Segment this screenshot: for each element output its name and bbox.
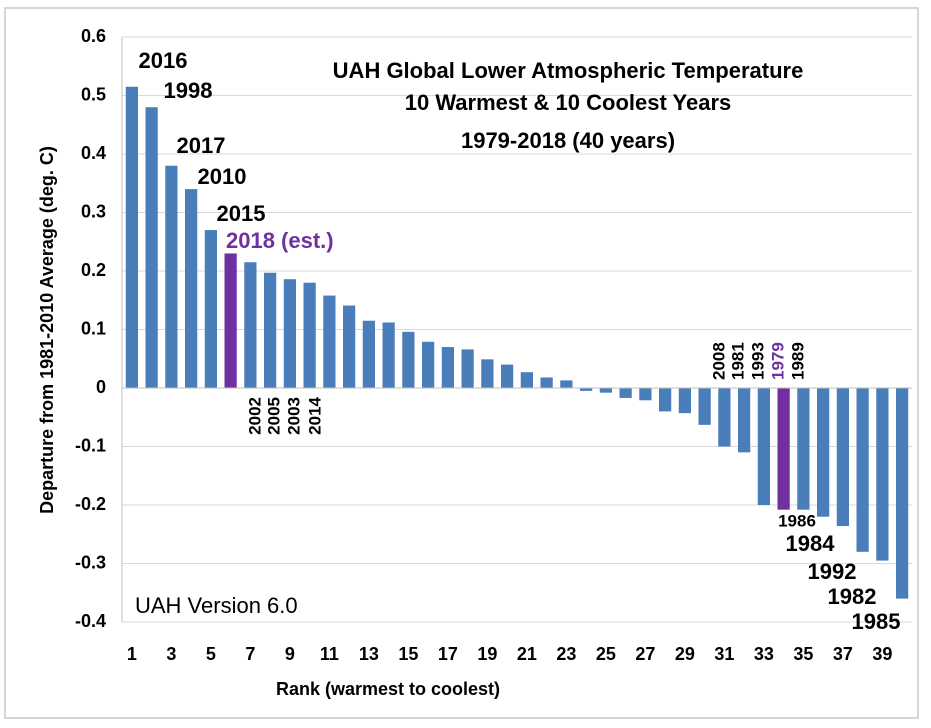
chart-title: 1979-2018 (40 years) — [461, 128, 675, 153]
y-tick-label: -0.4 — [75, 611, 106, 631]
x-tick-label: 35 — [793, 644, 813, 664]
bar — [402, 331, 415, 388]
bar — [619, 388, 632, 398]
x-tick-label: 13 — [359, 644, 379, 664]
x-tick-label: 11 — [320, 644, 339, 664]
bar — [797, 388, 810, 510]
y-tick-label: 0.1 — [81, 318, 106, 338]
annotation: 1989 — [788, 342, 807, 380]
bar — [422, 341, 435, 388]
bar — [244, 262, 257, 388]
bar — [896, 388, 909, 599]
annotation: 1984 — [786, 531, 836, 556]
y-tick-label: 0.6 — [81, 26, 106, 46]
bar — [738, 388, 751, 453]
bar — [303, 282, 316, 388]
y-tick-label: 0.4 — [81, 143, 106, 163]
y-tick-label: -0.2 — [75, 494, 106, 514]
bar — [757, 388, 770, 505]
bar — [283, 279, 296, 388]
bar — [817, 388, 830, 517]
bar — [501, 364, 514, 388]
bar — [382, 322, 395, 388]
bar — [580, 388, 593, 391]
annotation: 2017 — [177, 133, 226, 158]
bar — [145, 107, 158, 388]
y-tick-label: 0.5 — [81, 84, 106, 104]
bar — [520, 372, 533, 388]
bar — [165, 165, 178, 388]
annotation: 2016 — [139, 48, 188, 73]
bar — [185, 189, 198, 388]
bar — [540, 377, 553, 388]
x-tick-label: 15 — [398, 644, 418, 664]
annotation: 2003 — [284, 397, 303, 435]
x-tick-label: 17 — [438, 644, 458, 664]
x-tick-label: 25 — [596, 644, 616, 664]
annotation: 2008 — [709, 342, 728, 380]
x-tick-label: 5 — [206, 644, 216, 664]
bar — [224, 253, 237, 388]
bar — [362, 320, 375, 388]
y-axis-label: Departure from 1981-2010 Average (deg. C… — [37, 146, 57, 514]
bar — [678, 388, 691, 414]
annotation: 1979 — [768, 342, 787, 380]
x-tick-label: 21 — [517, 644, 537, 664]
annotation: 2002 — [245, 397, 264, 435]
x-tick-label: 27 — [635, 644, 655, 664]
annotation: 2018 (est.) — [226, 228, 334, 253]
x-tick-label: 19 — [477, 644, 497, 664]
annotation: 1985 — [852, 609, 901, 634]
bar — [718, 388, 731, 447]
bar — [659, 388, 672, 412]
annotation: 1982 — [828, 584, 877, 609]
bar — [560, 380, 573, 388]
bar — [777, 388, 790, 510]
x-tick-label: 31 — [714, 644, 734, 664]
bar — [323, 295, 336, 388]
annotation: 1986 — [778, 511, 816, 530]
annotation: 1992 — [808, 559, 857, 584]
bar — [264, 272, 277, 388]
x-tick-label: 9 — [285, 644, 295, 664]
chart-title: UAH Global Lower Atmospheric Temperature — [333, 58, 804, 83]
annotation: 1981 — [728, 342, 747, 380]
x-tick-label: 1 — [127, 644, 137, 664]
bar — [461, 349, 474, 388]
annotation: 1998 — [164, 78, 213, 103]
bar — [481, 359, 494, 388]
y-tick-label: 0 — [96, 377, 106, 397]
x-tick-label: 23 — [556, 644, 576, 664]
bar — [125, 86, 138, 388]
bar — [698, 388, 711, 425]
x-tick-label: 29 — [675, 644, 695, 664]
bar — [441, 347, 454, 388]
note: UAH Version 6.0 — [135, 593, 298, 618]
x-tick-label: 37 — [833, 644, 853, 664]
x-tick-label: 7 — [245, 644, 255, 664]
annotation: 2005 — [264, 397, 283, 435]
y-tick-label: -0.3 — [75, 552, 106, 572]
bar — [836, 388, 849, 527]
bar — [343, 305, 356, 388]
chart-title: 10 Warmest & 10 Coolest Years — [405, 90, 732, 115]
bar — [204, 230, 217, 388]
x-axis-label: Rank (warmest to coolest) — [276, 679, 500, 699]
annotation: 2010 — [198, 164, 247, 189]
bar — [876, 388, 889, 561]
x-tick-label: 3 — [166, 644, 176, 664]
bar — [639, 388, 652, 401]
y-tick-label: 0.3 — [81, 201, 106, 221]
annotation: 2015 — [217, 201, 266, 226]
y-tick-label: 0.2 — [81, 260, 106, 280]
bar — [856, 388, 869, 552]
annotation: 1993 — [748, 342, 767, 380]
bar — [599, 388, 612, 393]
x-tick-label: 33 — [754, 644, 774, 664]
annotation: 2014 — [305, 396, 324, 434]
y-tick-label: -0.1 — [75, 435, 106, 455]
x-tick-label: 39 — [872, 644, 892, 664]
